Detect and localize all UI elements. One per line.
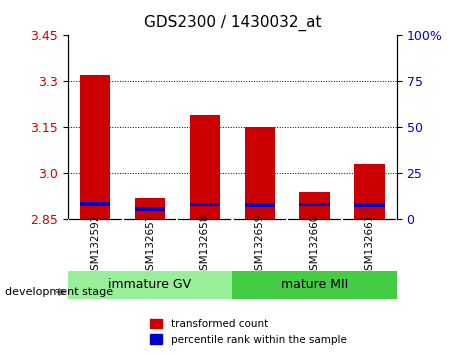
Bar: [354, 164, 385, 219]
Bar: [354, 203, 385, 207]
Bar: [190, 202, 220, 206]
Bar: [232, 271, 397, 299]
Bar: [299, 202, 330, 206]
Text: GSM132658: GSM132658: [200, 213, 210, 277]
Bar: [68, 271, 232, 299]
Text: GSM132657: GSM132657: [145, 213, 155, 277]
Legend: transformed count, percentile rank within the sample: transformed count, percentile rank withi…: [146, 315, 350, 349]
Bar: [244, 127, 275, 219]
Bar: [190, 115, 220, 219]
Bar: [80, 75, 110, 219]
Title: GDS2300 / 1430032_at: GDS2300 / 1430032_at: [143, 15, 321, 31]
Text: GSM132592: GSM132592: [90, 213, 100, 277]
Text: GSM132659: GSM132659: [255, 213, 265, 277]
Text: GSM132660: GSM132660: [309, 213, 320, 277]
Bar: [244, 203, 275, 207]
Bar: [80, 202, 110, 206]
Text: development stage: development stage: [5, 287, 113, 297]
Bar: [299, 192, 330, 219]
Text: immature GV: immature GV: [108, 279, 192, 291]
Text: GSM132661: GSM132661: [364, 213, 374, 277]
Bar: [135, 207, 165, 211]
Text: mature MII: mature MII: [281, 279, 348, 291]
Bar: [135, 198, 165, 219]
